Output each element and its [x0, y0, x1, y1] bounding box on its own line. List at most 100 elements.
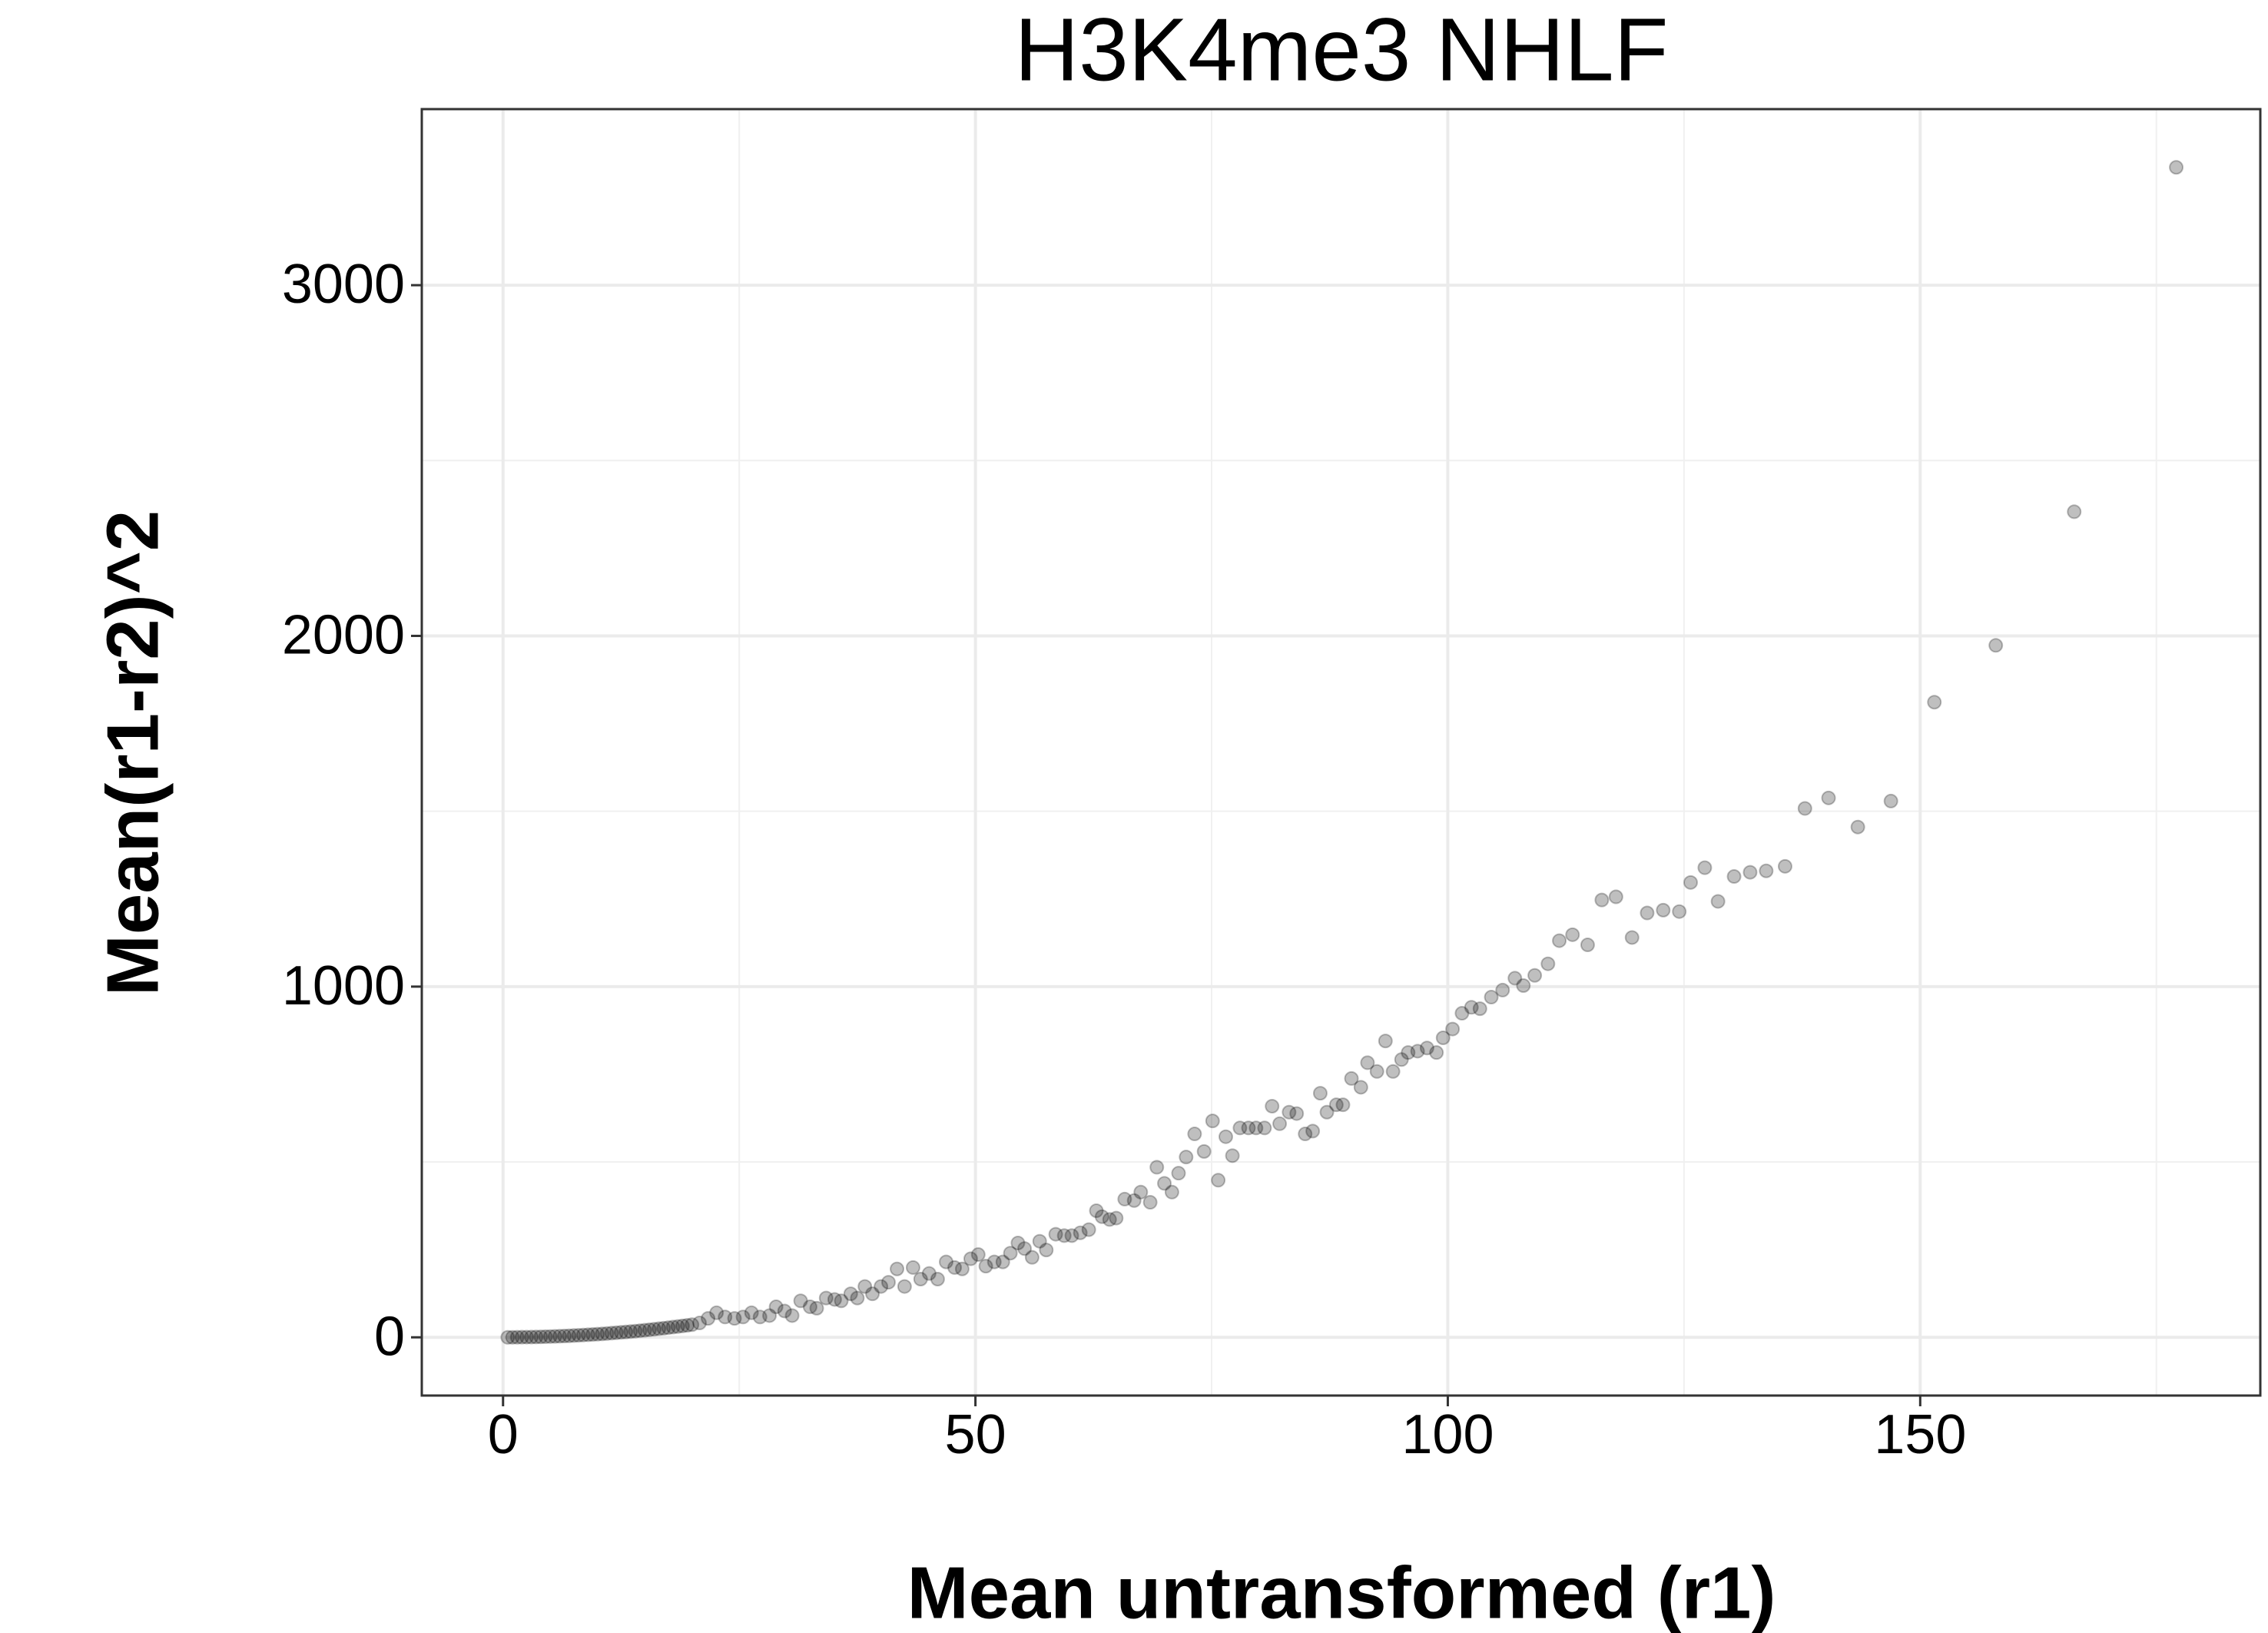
- point: [1472, 1001, 1487, 1017]
- point: [1454, 1006, 1470, 1021]
- point: [656, 1320, 671, 1336]
- point: [1385, 1064, 1401, 1079]
- point: [1282, 1104, 1297, 1120]
- point: [509, 1329, 525, 1345]
- point: [613, 1325, 628, 1340]
- point: [1850, 819, 1865, 835]
- point: [1797, 801, 1812, 816]
- point: [970, 1247, 986, 1263]
- point: [1171, 1166, 1186, 1181]
- point: [1726, 869, 1742, 885]
- point: [1017, 1241, 1033, 1256]
- point: [1218, 1129, 1233, 1144]
- point: [547, 1329, 562, 1344]
- point: [1516, 977, 1531, 993]
- y-axis-label: Mean(r1-r2)^2: [91, 510, 174, 996]
- x-tick-label: 50: [945, 1404, 1006, 1465]
- point: [718, 1309, 733, 1325]
- point: [628, 1323, 643, 1339]
- x-tick-label: 150: [1874, 1404, 1966, 1465]
- point: [2067, 504, 2082, 519]
- point: [913, 1271, 928, 1286]
- point: [1378, 1034, 1393, 1049]
- point: [1507, 971, 1523, 986]
- point: [1565, 927, 1580, 942]
- point: [514, 1329, 529, 1345]
- chart-title: H3K4me3 NHLF: [1015, 0, 1669, 100]
- point: [1495, 982, 1510, 997]
- point: [1710, 894, 1726, 909]
- point: [1394, 1052, 1409, 1067]
- point: [1241, 1120, 1256, 1136]
- point: [642, 1322, 657, 1337]
- point: [1187, 1127, 1202, 1142]
- point: [1094, 1209, 1109, 1224]
- point: [802, 1299, 817, 1315]
- point: [692, 1316, 708, 1331]
- point: [1142, 1195, 1158, 1210]
- point: [1419, 1041, 1434, 1056]
- point: [661, 1320, 676, 1336]
- point: [1759, 863, 1774, 878]
- point: [1272, 1116, 1288, 1131]
- point: [1133, 1184, 1149, 1200]
- point: [1594, 892, 1610, 908]
- point: [818, 1290, 834, 1306]
- point: [897, 1279, 912, 1294]
- point: [1024, 1250, 1040, 1265]
- point: [566, 1328, 582, 1343]
- point: [647, 1322, 662, 1337]
- point: [978, 1259, 993, 1274]
- point: [1353, 1080, 1368, 1095]
- point: [1328, 1097, 1344, 1113]
- point: [1344, 1070, 1359, 1086]
- point: [1248, 1120, 1264, 1136]
- point: [1205, 1114, 1220, 1129]
- point: [880, 1275, 896, 1290]
- point: [575, 1327, 591, 1343]
- point: [1401, 1045, 1416, 1060]
- point: [1369, 1064, 1384, 1079]
- point: [947, 1260, 963, 1275]
- point: [557, 1329, 572, 1344]
- point: [793, 1293, 808, 1309]
- point: [768, 1299, 784, 1315]
- y-tick-label: 0: [374, 1306, 405, 1367]
- point: [1064, 1228, 1079, 1243]
- point: [1010, 1235, 1026, 1250]
- point: [1196, 1143, 1212, 1159]
- point: [590, 1326, 605, 1342]
- point: [1624, 930, 1640, 945]
- point: [834, 1293, 849, 1309]
- point: [954, 1261, 970, 1276]
- point: [552, 1329, 568, 1344]
- point: [585, 1327, 601, 1343]
- point: [595, 1326, 610, 1342]
- point: [1298, 1127, 1313, 1142]
- point: [632, 1323, 648, 1339]
- point: [1821, 790, 1836, 805]
- point: [1672, 904, 1687, 919]
- point: [685, 1317, 700, 1333]
- point: [744, 1305, 759, 1320]
- point: [2169, 160, 2184, 175]
- point: [1988, 638, 2004, 653]
- point: [1109, 1210, 1124, 1226]
- point: [500, 1329, 516, 1345]
- point: [1484, 990, 1499, 1005]
- point: [538, 1329, 553, 1344]
- point: [921, 1266, 937, 1281]
- point: [1410, 1044, 1425, 1059]
- point: [562, 1328, 577, 1343]
- point: [1126, 1193, 1142, 1208]
- point: [571, 1328, 586, 1343]
- plot-border: [420, 108, 2262, 1397]
- point: [1540, 956, 1556, 971]
- point: [1335, 1097, 1351, 1113]
- point: [843, 1286, 858, 1302]
- point: [1265, 1098, 1280, 1114]
- point: [963, 1251, 978, 1266]
- point: [1305, 1124, 1321, 1139]
- point: [850, 1290, 865, 1306]
